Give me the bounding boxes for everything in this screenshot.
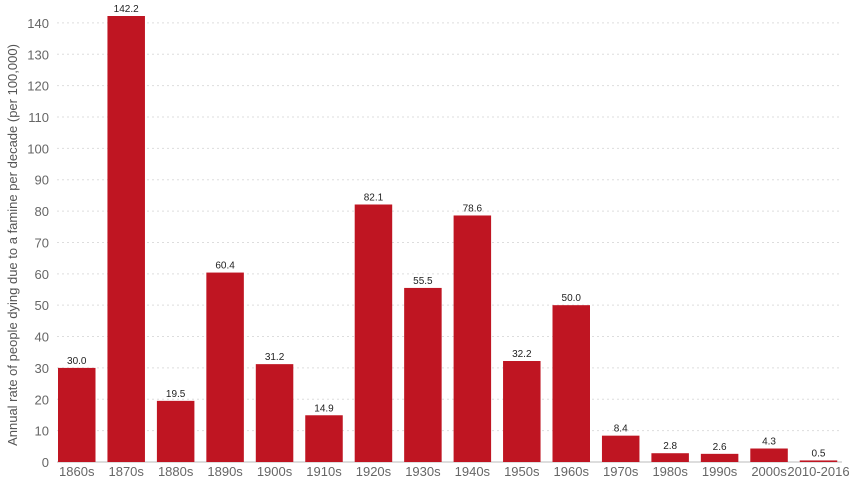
bar-value-label: 4.3 — [762, 437, 776, 448]
y-tick-label: 70 — [35, 235, 49, 250]
y-tick-label: 20 — [35, 392, 49, 407]
bar-value-label: 31.2 — [265, 352, 285, 363]
x-tick-label: 2000s — [751, 464, 787, 479]
y-tick-label: 90 — [35, 173, 49, 188]
bar — [58, 367, 96, 462]
x-tick-label: 1880s — [158, 464, 194, 479]
bar-value-label: 2.8 — [663, 441, 677, 452]
x-tick-label: 1940s — [455, 464, 491, 479]
bars — [58, 16, 838, 462]
x-tick-label: 1970s — [603, 464, 639, 479]
bar — [107, 16, 145, 462]
bar-value-label: 60.4 — [215, 261, 235, 272]
bar — [453, 215, 492, 462]
bar — [255, 364, 294, 462]
x-tick-label: 1870s — [108, 464, 144, 479]
bar — [799, 460, 838, 462]
bar — [700, 453, 739, 462]
y-tick-label: 100 — [27, 141, 49, 156]
x-tick-label: 1930s — [405, 464, 441, 479]
bar-value-label: 0.5 — [812, 448, 826, 459]
bar-value-label: 30.0 — [67, 356, 87, 367]
bar — [651, 453, 689, 462]
data-labels: 30.0 142.2 19.5 60.4 31.2 14.9 82.1 55.5 78.6 32.… — [67, 4, 826, 459]
bar-value-label: 142.2 — [114, 4, 139, 15]
y-tick-label: 50 — [35, 298, 49, 313]
x-tick-label: 1900s — [257, 464, 293, 479]
bar — [305, 415, 343, 462]
y-tick-label: 140 — [27, 16, 49, 31]
y-tick-label: 110 — [28, 110, 49, 125]
bar-value-label: 78.6 — [463, 203, 483, 214]
y-tick-label: 30 — [35, 361, 49, 376]
x-tick-label: 1960s — [554, 464, 590, 479]
x-tick-label: 1920s — [356, 464, 392, 479]
bar-value-label: 14.9 — [314, 403, 334, 414]
y-axis-title: Annual rate of people dying due to a fam… — [5, 44, 20, 446]
bar — [354, 204, 393, 462]
bar — [156, 400, 195, 462]
bar — [503, 361, 541, 462]
x-tick-label: 1890s — [207, 464, 243, 479]
x-tick-label: 1990s — [702, 464, 738, 479]
y-tick-label: 130 — [27, 47, 49, 62]
bar-value-label: 32.2 — [512, 349, 532, 360]
x-tick-label: 2010-2016 — [787, 464, 849, 479]
x-tick-label: 1950s — [504, 464, 540, 479]
bar — [601, 435, 640, 462]
bar-value-label: 8.4 — [614, 424, 628, 435]
y-tick-label: 80 — [35, 204, 49, 219]
bar-value-label: 2.6 — [713, 442, 727, 453]
bar — [404, 287, 442, 462]
bar — [206, 272, 244, 462]
y-tick-label: 60 — [35, 267, 49, 282]
bar-value-label: 82.1 — [364, 192, 384, 203]
y-tick-label: 10 — [35, 424, 49, 439]
y-axis-ticks: 0 10 20 30 40 50 60 70 80 90 100 110 120 130 140 — [27, 16, 49, 470]
y-tick-label: 0 — [42, 455, 49, 470]
bar-value-label: 55.5 — [413, 276, 433, 287]
bar — [552, 305, 590, 462]
bar-value-label: 19.5 — [166, 389, 186, 400]
x-tick-label: 1980s — [652, 464, 688, 479]
x-axis-ticks: 1860s 1870s 1880s 1890s 1900s 1910s 1920s 1930s… — [59, 464, 850, 479]
bar — [750, 448, 788, 462]
y-tick-label: 40 — [35, 330, 49, 345]
x-tick-label: 1910s — [306, 464, 342, 479]
y-tick-label: 120 — [27, 79, 49, 94]
bar-value-label: 50.0 — [562, 293, 582, 304]
x-tick-label: 1860s — [59, 464, 95, 479]
